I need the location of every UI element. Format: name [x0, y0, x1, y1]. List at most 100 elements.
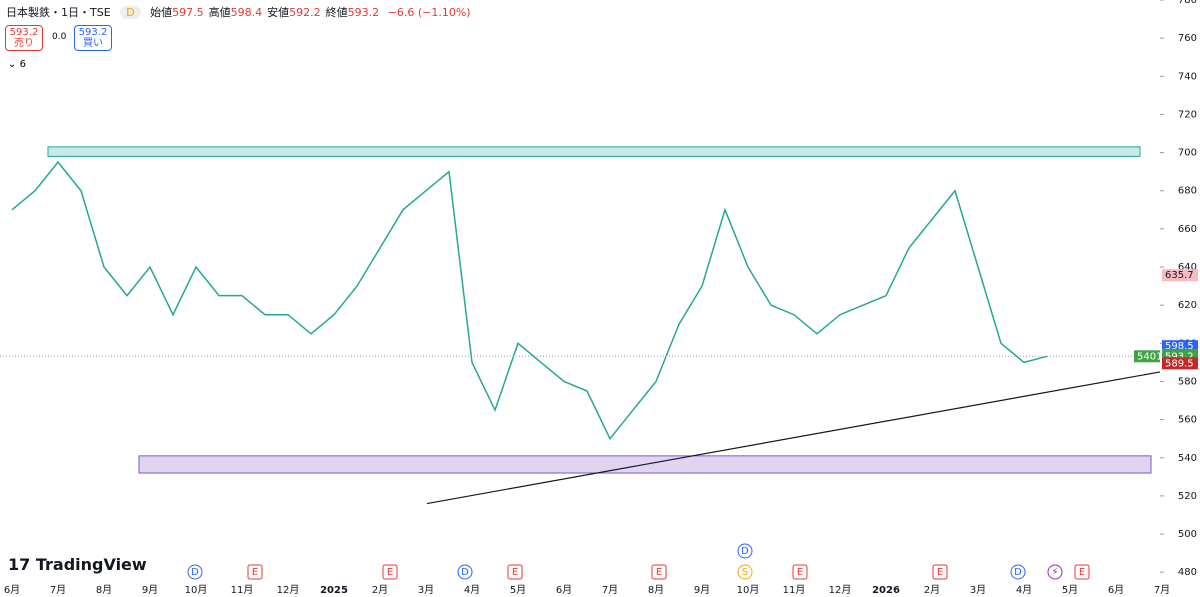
x-tick-label: 8月 [648, 584, 664, 596]
event-badge [651, 564, 667, 580]
event-badge [1047, 564, 1063, 580]
event-label: E [387, 567, 393, 578]
y-tick-label: 660 [1178, 224, 1197, 235]
event-badge [737, 543, 753, 559]
event-label: D [461, 567, 469, 578]
price-label: 589.5 [1165, 358, 1194, 369]
x-tick-label: 5月 [510, 584, 526, 596]
x-tick-label: 12月 [829, 584, 852, 596]
x-tick-label: 10月 [737, 584, 760, 596]
y-tick-label: 760 [1178, 33, 1197, 44]
event-label: ⚡ [1051, 567, 1058, 578]
x-tick-label: 9月 [694, 584, 710, 596]
event-label: S [742, 567, 748, 578]
sell-label: 売り [14, 38, 34, 49]
x-tick-label: 4月 [464, 584, 480, 596]
event-badge [187, 564, 203, 580]
x-tick-label: 10月 [185, 584, 208, 596]
event-badge [507, 564, 523, 580]
x-tick-label: 11月 [231, 584, 254, 596]
buy-label: 買い [83, 38, 103, 49]
y-tick-label: 740 [1178, 71, 1197, 82]
price-line [11, 160, 1048, 441]
event-label: D [191, 567, 199, 578]
symbol: 日本製鉄・1日・TSE [6, 6, 111, 19]
countdown-box [1134, 350, 1160, 363]
y-tick-label: 540 [1178, 453, 1197, 464]
event-badge [382, 564, 398, 580]
price-label: 593.2 [1165, 351, 1194, 362]
event-label: D [1014, 567, 1022, 578]
symbol-header: 日本製鉄・1日・TSE D 始値597.5 高値598.4 安値592.2 終値593… [6, 4, 471, 20]
x-tick-label: 2025 [320, 585, 348, 596]
sell-price: 593.2 [9, 27, 39, 38]
spread: 0.0 [52, 32, 67, 42]
x-tick-label: 5月 [1062, 584, 1078, 596]
event-label: E [1079, 567, 1085, 578]
event-label: E [252, 567, 258, 578]
ohlc-label: 終値 [325, 6, 348, 19]
x-tick-label: 7月 [50, 584, 66, 596]
y-tick-label: 560 [1178, 415, 1197, 426]
y-tick-label: 680 [1178, 186, 1197, 197]
ohlc: 始値597.5 高値598.4 安値592.2 終値593.2 [150, 6, 384, 19]
event-badge [1010, 564, 1026, 580]
ohlc-value: 592.2 [289, 6, 321, 19]
indicator-count: 6 [19, 59, 26, 70]
event-label: E [797, 567, 803, 578]
y-tick-label: 580 [1178, 376, 1197, 387]
event-label: E [656, 567, 662, 578]
y-tick-label: 500 [1178, 529, 1197, 540]
price-label: 598.5 [1165, 341, 1194, 352]
ohlc-value: 598.4 [230, 6, 263, 19]
y-tick-label: 720 [1178, 109, 1197, 120]
y-tick-label: 520 [1178, 491, 1197, 502]
event-label: E [512, 567, 518, 578]
event-badge [737, 564, 753, 580]
zone [47, 146, 1141, 157]
x-tick-label: 6月 [4, 584, 20, 596]
x-tick-label: 7月 [1154, 584, 1170, 596]
trend-line [426, 371, 1161, 505]
buy-button[interactable]: 593.2 買い [74, 25, 112, 51]
badge: D [120, 6, 141, 19]
x-tick-label: 6月 [556, 584, 572, 596]
event-badge [792, 564, 808, 580]
x-tick-label: 11月 [783, 584, 806, 596]
ohlc-label: 始値 [150, 6, 173, 19]
logo: 𝟭𝟳 TradingView [8, 555, 147, 574]
x-tick-label: 3月 [970, 584, 986, 596]
x-tick-label: 8月 [96, 584, 112, 596]
ohlc-label: 安値 [267, 6, 290, 19]
event-badge [457, 564, 473, 580]
indicator-toggle[interactable]: ⌄ 6 [8, 59, 26, 70]
event-label: D [741, 546, 749, 557]
x-tick-label: 9月 [142, 584, 158, 596]
event-label: E [937, 567, 943, 578]
x-tick-label: 2026 [872, 585, 900, 596]
event-badge [247, 564, 263, 580]
sell-button[interactable]: 593.2 売り [5, 25, 43, 51]
x-tick-label: 4月 [1016, 584, 1032, 596]
x-tick-label: 2月 [924, 584, 940, 596]
x-tick-label: 2月 [372, 584, 388, 596]
countdown: 5401 [1137, 351, 1162, 362]
x-tick-label: 7月 [602, 584, 618, 596]
change: −6.6 (−1.10%) [387, 6, 471, 19]
ohlc-value: 593.2 [347, 6, 380, 19]
price-label: 635.7 [1165, 270, 1194, 281]
price-label-box [1162, 357, 1198, 370]
price-label-box [1162, 269, 1198, 282]
buy-price: 593.2 [78, 27, 108, 38]
x-tick-label: 3月 [418, 584, 434, 596]
y-tick-label: 480 [1178, 567, 1197, 578]
y-tick-label: 640 [1178, 262, 1197, 273]
event-badge [1074, 564, 1090, 580]
logo-text: TradingView [35, 555, 147, 574]
y-tick-label: 700 [1178, 148, 1197, 159]
x-tick-label: 12月 [277, 584, 300, 596]
y-tick-label: 780 [1178, 0, 1197, 6]
ohlc-label: 高値 [208, 6, 231, 19]
